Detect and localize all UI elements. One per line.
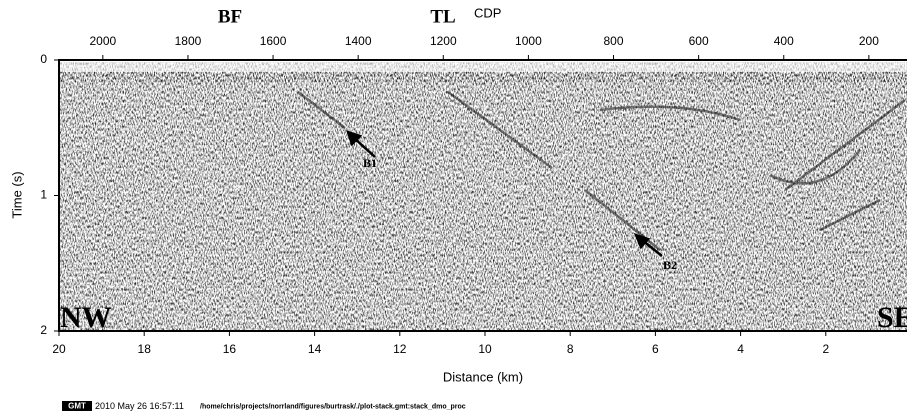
seismic-traces <box>59 60 907 331</box>
x2-tick-label: 200 <box>859 34 879 48</box>
annotation: B1 <box>363 156 377 170</box>
timestamp: 2010 May 26 16:57:11 <box>95 401 184 411</box>
x2-tick-label: 600 <box>689 34 709 48</box>
x-tick-label: 4 <box>737 342 744 356</box>
logo <box>62 401 92 411</box>
y-tick-label: 2 <box>40 323 47 337</box>
x-tick-label: 6 <box>652 342 659 356</box>
x-axis-label: Distance (km) <box>443 369 523 384</box>
annotation: SE <box>877 301 907 334</box>
x-tick-label: 2 <box>822 342 829 356</box>
annotation: BF <box>218 6 242 27</box>
x-tick-label: 20 <box>52 342 66 356</box>
x2-tick-label: 1200 <box>430 34 457 48</box>
annotation: TL <box>430 6 455 27</box>
x-tick-label: 12 <box>393 342 407 356</box>
x-tick-label: 8 <box>567 342 574 356</box>
arrow <box>346 130 663 257</box>
x-tick-label: 16 <box>223 342 237 356</box>
x-tick-label: 14 <box>308 342 322 356</box>
x2-tick-label: 1400 <box>345 34 372 48</box>
x2-tick-label: 1600 <box>260 34 287 48</box>
x2-tick-label: 2000 <box>89 34 116 48</box>
x2-tick-label: 800 <box>604 34 624 48</box>
x2-tick-label: 1800 <box>175 34 202 48</box>
y-tick-label: 1 <box>40 188 47 202</box>
x2-axis-label: CDP <box>474 5 501 20</box>
x2-tick-label: 1000 <box>515 34 542 48</box>
annotation: B2 <box>663 258 677 272</box>
x-tick-label: 10 <box>478 342 492 356</box>
x2-tick-label: 400 <box>774 34 794 48</box>
x-tick-label: 18 <box>138 342 152 356</box>
logo-text: GMT <box>68 402 86 411</box>
y-axis-label: Time (s) <box>9 171 24 218</box>
annotation: NW <box>60 301 112 334</box>
command: /home/chris/projects/norrland/figures/bu… <box>200 403 466 410</box>
y-tick-label: 0 <box>40 52 47 66</box>
